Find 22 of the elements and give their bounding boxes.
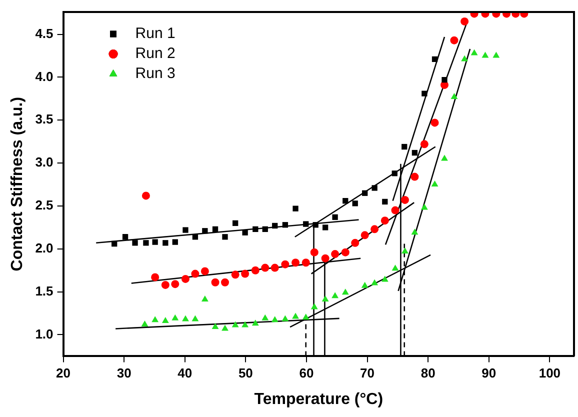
x-tick-label: 90 bbox=[482, 366, 496, 381]
y-tick-label: 3.0 bbox=[35, 154, 54, 170]
y-tick-label: 4.0 bbox=[35, 68, 54, 84]
y-tick-label: 3.5 bbox=[35, 112, 54, 127]
x-axis-title: Temperature (°C) bbox=[254, 390, 384, 408]
x-tick-label: 60 bbox=[299, 366, 314, 381]
y-tick-label: 1.0 bbox=[35, 326, 54, 342]
legend-label: Run 1 bbox=[135, 25, 176, 42]
x-tick-label: 70 bbox=[360, 366, 375, 381]
x-tick-label: 80 bbox=[420, 366, 436, 381]
y-tick-label: 2.5 bbox=[35, 198, 54, 213]
y-tick-label: 2.0 bbox=[35, 240, 54, 256]
x-tick-label: 100 bbox=[538, 366, 561, 381]
y-tick-label: 4.5 bbox=[35, 26, 54, 41]
legend-label: Run 3 bbox=[135, 65, 176, 82]
x-tick-label: 50 bbox=[238, 366, 253, 381]
y-axis-title: Contact Stiffness (a.u.) bbox=[9, 96, 26, 272]
y-tick-label: 1.5 bbox=[35, 283, 54, 298]
x-tick-label: 30 bbox=[116, 366, 132, 381]
legend-label: Run 2 bbox=[135, 45, 176, 62]
x-tick-label: 20 bbox=[56, 366, 71, 381]
x-tick-label: 40 bbox=[178, 366, 192, 381]
